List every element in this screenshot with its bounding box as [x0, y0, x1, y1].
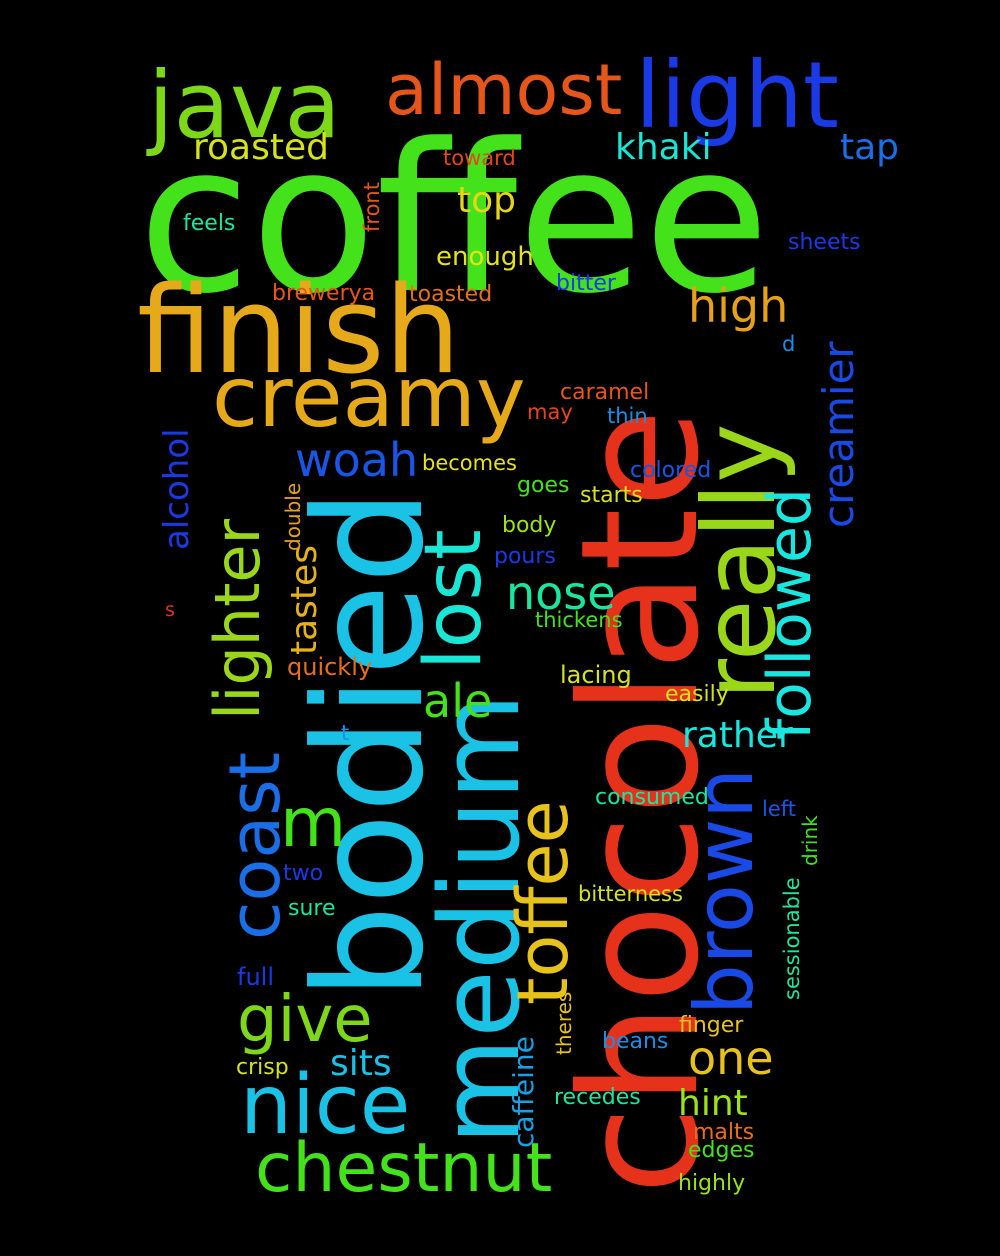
- word-tastes: tastes: [284, 545, 325, 655]
- word-may: may: [527, 400, 573, 424]
- word-chestnut: chestnut: [255, 1129, 553, 1208]
- word-brewerya: brewerya: [272, 281, 376, 306]
- word-finger: finger: [679, 1013, 744, 1038]
- word-sessionable: sessionable: [780, 877, 804, 1000]
- word-followed: followed: [755, 488, 825, 740]
- word-d: d: [782, 332, 796, 356]
- word-pours: pours: [494, 544, 556, 569]
- word-roasted: roasted: [193, 127, 329, 168]
- word-front: front: [360, 182, 384, 232]
- word-light: light: [635, 42, 839, 149]
- word-body: body: [502, 513, 557, 538]
- word-edges: edges: [688, 1138, 755, 1163]
- word-beans: beans: [602, 1029, 669, 1054]
- word-woah: woah: [295, 433, 419, 487]
- word-creamy: creamy: [212, 348, 526, 446]
- word-almost: almost: [385, 49, 623, 131]
- word-lost: lost: [409, 529, 499, 670]
- word-left: left: [762, 797, 797, 821]
- word-ale: ale: [423, 674, 493, 728]
- word-caffeine: caffeine: [507, 1036, 540, 1148]
- word-sits: sits: [330, 1043, 392, 1084]
- word-khaki: khaki: [615, 127, 712, 168]
- word-goes: goes: [517, 473, 570, 498]
- word-s: s: [165, 599, 175, 621]
- word-bitter: bitter: [556, 271, 616, 296]
- word-consumed: consumed: [595, 785, 709, 810]
- word-finish: finish: [137, 262, 461, 401]
- word-malts: malts: [693, 1120, 755, 1145]
- word-toasted: toasted: [409, 282, 493, 307]
- word-top: top: [457, 180, 516, 221]
- word-thickens: thickens: [535, 608, 623, 632]
- word-one: one: [688, 1031, 774, 1085]
- word-colored: colored: [630, 458, 712, 483]
- word-lacing: lacing: [560, 661, 632, 689]
- word-highly: highly: [678, 1171, 746, 1196]
- word-bitterness: bitterness: [578, 882, 683, 906]
- word-theres: theres: [552, 991, 576, 1055]
- word-full: full: [237, 963, 274, 991]
- word-feels: feels: [183, 211, 236, 236]
- word-toward: toward: [443, 146, 516, 170]
- word-becomes: becomes: [422, 451, 517, 475]
- word-easily: easily: [665, 682, 729, 707]
- word-double: double: [281, 482, 305, 551]
- word-nose: nose: [506, 566, 616, 620]
- word-give: give: [237, 983, 373, 1057]
- word-sheets: sheets: [788, 230, 861, 255]
- word-lighter: lighter: [201, 518, 274, 720]
- word-creamier: creamier: [814, 341, 863, 528]
- word-rather: rather: [682, 715, 793, 756]
- word-alcohol: alcohol: [157, 428, 197, 550]
- word-starts: starts: [580, 483, 643, 508]
- word-m: m: [280, 784, 347, 863]
- word-hint: hint: [678, 1083, 748, 1124]
- word-quickly: quickly: [287, 653, 373, 681]
- word-two: two: [283, 861, 324, 886]
- word-thin: thin: [607, 404, 648, 428]
- word-nice: nice: [240, 1058, 411, 1153]
- word-t: t: [341, 721, 350, 745]
- word-drink: drink: [798, 815, 822, 866]
- word-sure: sure: [288, 896, 336, 921]
- word-high: high: [688, 279, 789, 333]
- word-recedes: recedes: [554, 1085, 641, 1110]
- word-crisp: crisp: [236, 1055, 289, 1080]
- word-tap: tap: [840, 127, 900, 168]
- word-enough: enough: [436, 242, 534, 272]
- word-toffee: toffee: [502, 800, 584, 1005]
- word-caramel: caramel: [560, 380, 650, 405]
- word-coffee: coffee: [138, 101, 770, 339]
- word-java: java: [148, 52, 341, 159]
